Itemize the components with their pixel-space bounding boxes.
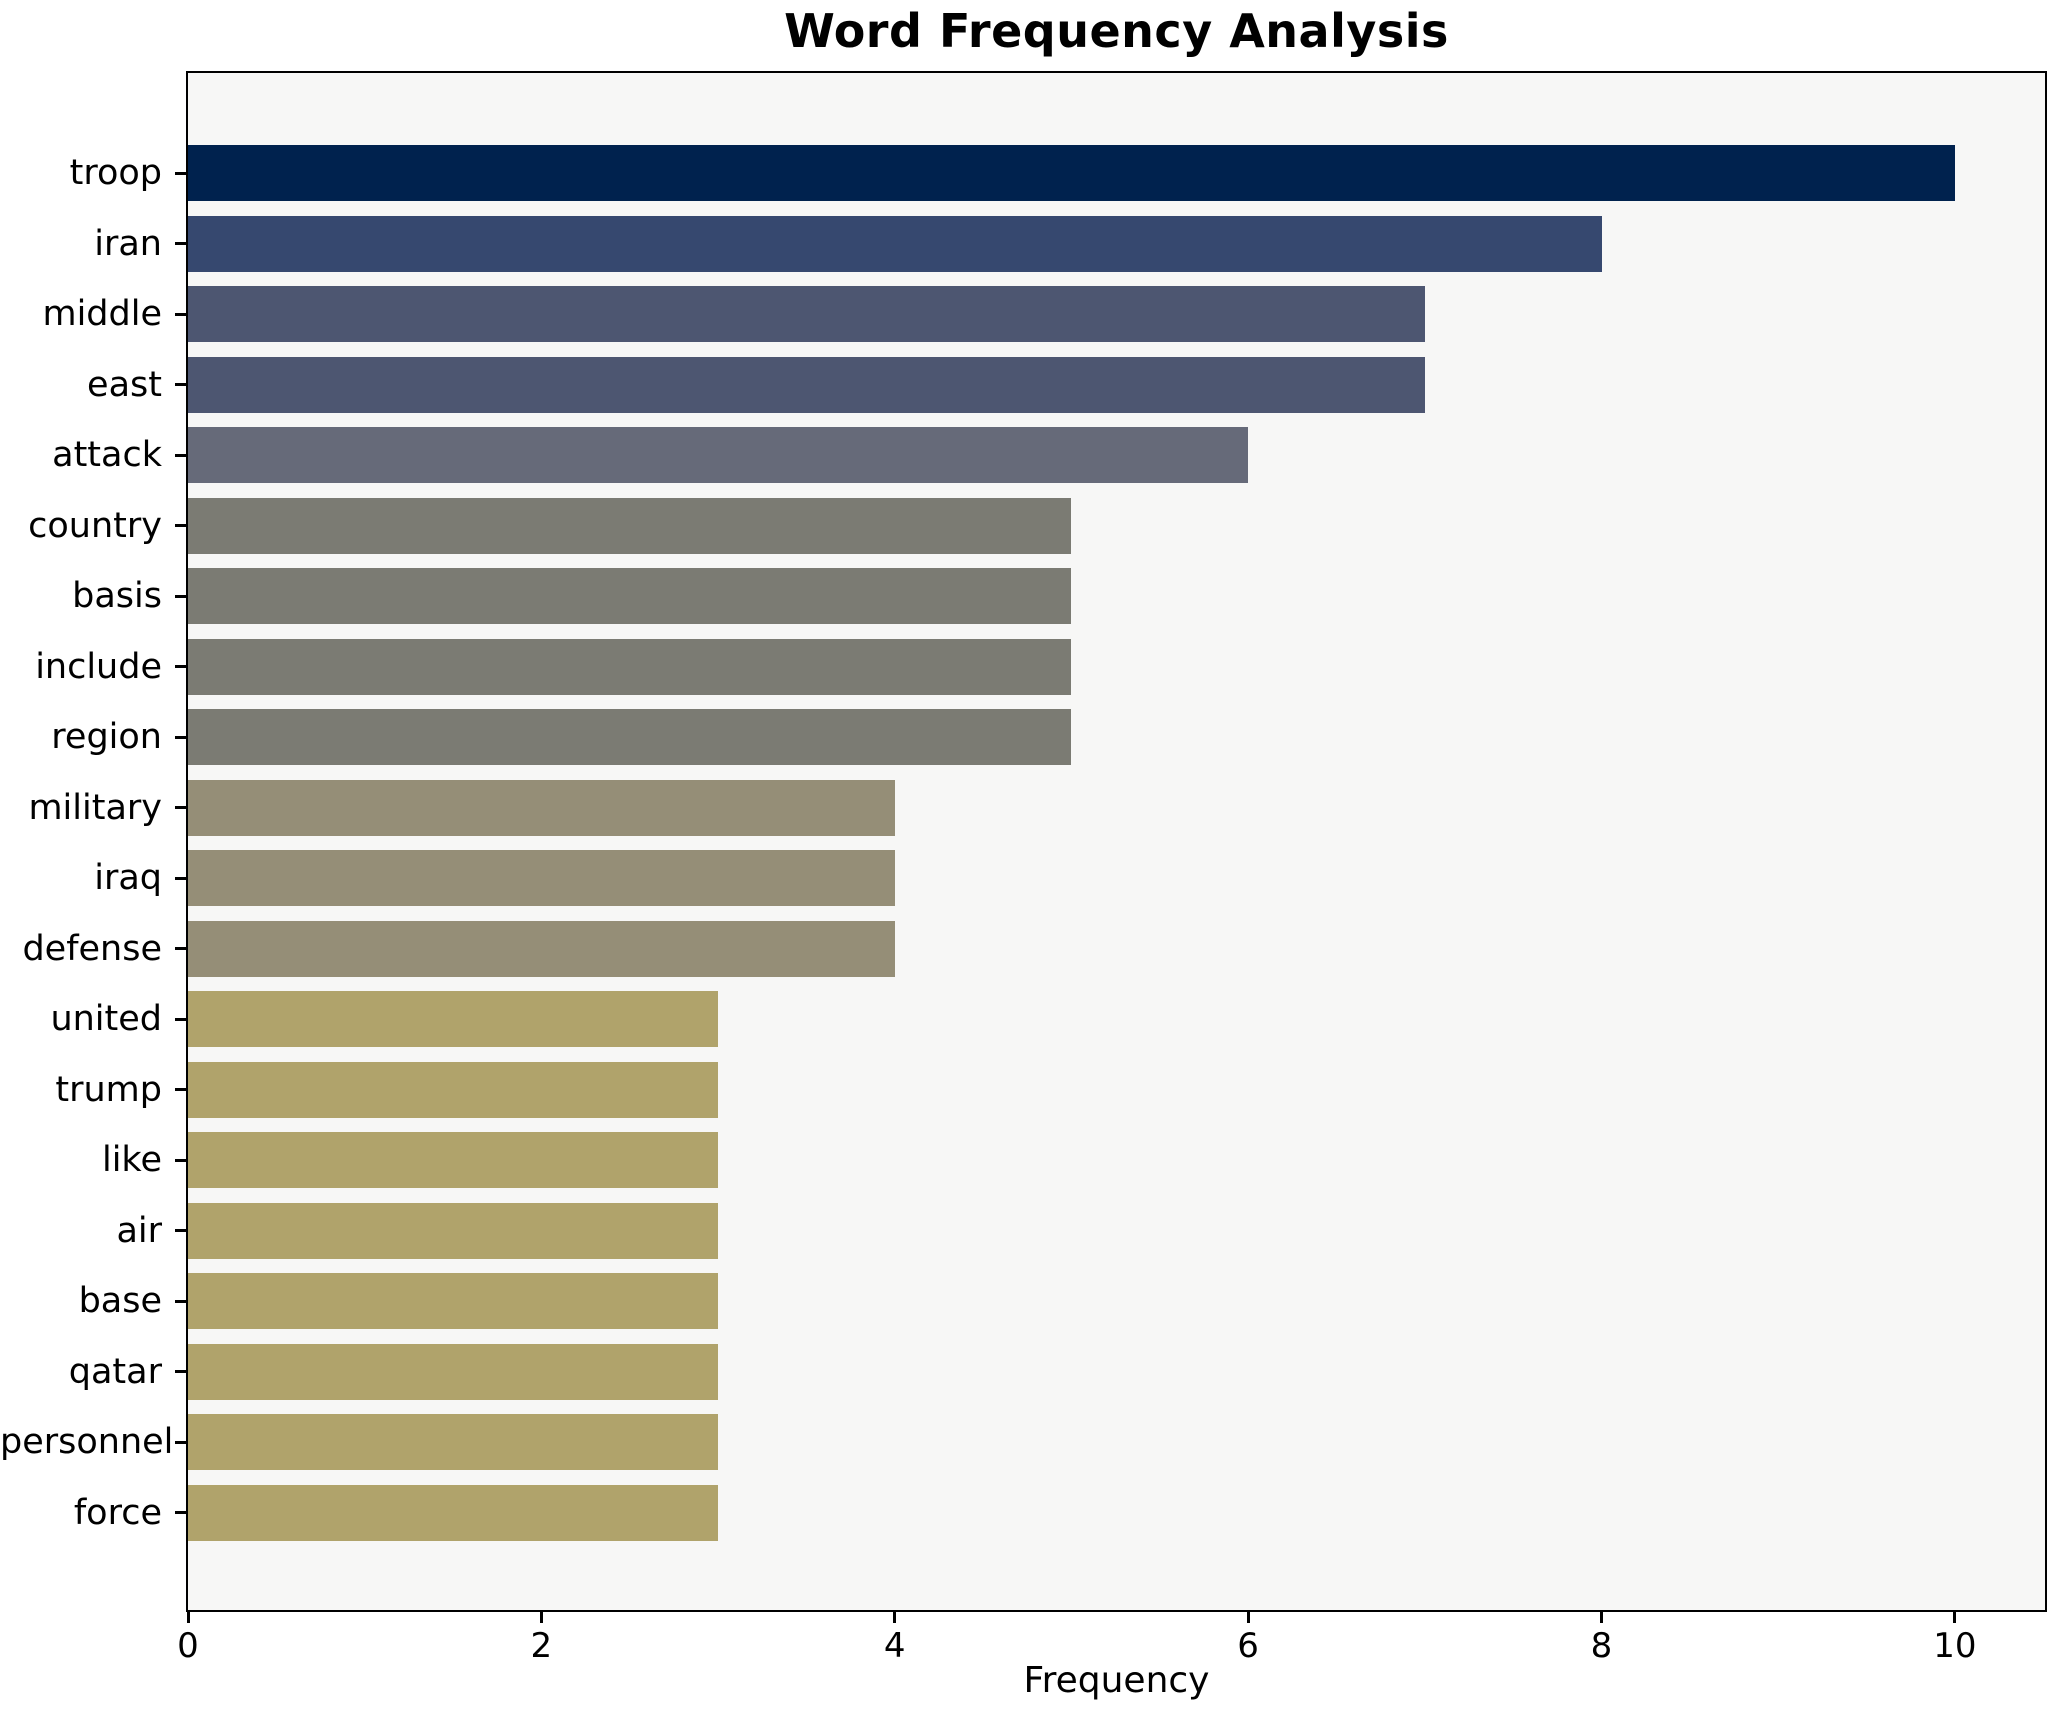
y-tick-label-middle: middle xyxy=(42,294,162,334)
y-tick-label-troop: troop xyxy=(69,153,162,193)
y-tick-mark xyxy=(175,242,186,245)
bar-qatar xyxy=(188,1343,719,1400)
y-tick-mark xyxy=(175,947,186,950)
y-tick-label-personnel: personnel xyxy=(0,1422,174,1462)
y-tick-label-iran: iran xyxy=(94,223,162,264)
y-tick-label-military: military xyxy=(28,787,162,828)
bar-middle xyxy=(188,286,1425,342)
y-tick-label-trump: trump xyxy=(55,1069,162,1110)
y-tick-mark xyxy=(175,1440,186,1444)
y-tick-label-region: region xyxy=(51,717,162,757)
bar-attack xyxy=(188,427,1249,483)
y-tick-mark xyxy=(175,383,186,386)
bar-iran xyxy=(188,215,1602,272)
bar-united xyxy=(188,991,719,1047)
x-tick-label-0: 0 xyxy=(177,1626,199,1666)
y-tick-label-force: force xyxy=(73,1492,162,1533)
bar-force xyxy=(188,1484,719,1541)
x-tick-label-4: 4 xyxy=(883,1626,906,1666)
x-tick-label-8: 8 xyxy=(1590,1626,1613,1666)
bar-like xyxy=(188,1132,719,1188)
y-tick-label-include: include xyxy=(35,646,162,687)
bar-region xyxy=(188,709,1072,765)
y-tick-mark xyxy=(175,665,186,668)
x-tick-mark xyxy=(1953,1612,1957,1623)
y-tick-label-attack: attack xyxy=(52,435,162,475)
bar-base xyxy=(188,1273,719,1329)
bar-country xyxy=(188,497,1072,554)
bar-personnel xyxy=(188,1414,719,1470)
x-axis-label: Frequency xyxy=(1023,1660,1210,1701)
x-tick-mark xyxy=(539,1612,543,1623)
y-tick-mark xyxy=(175,735,186,739)
y-tick-mark xyxy=(175,1511,186,1514)
y-tick-label-defense: defense xyxy=(22,928,162,969)
y-tick-mark xyxy=(175,312,186,316)
x-tick-mark xyxy=(186,1612,190,1623)
bar-military xyxy=(188,779,895,836)
y-tick-mark xyxy=(175,806,186,809)
y-tick-mark xyxy=(175,1017,186,1021)
bar-include xyxy=(188,638,1072,695)
y-tick-label-united: united xyxy=(50,999,162,1039)
x-tick-label-10: 10 xyxy=(1933,1626,1977,1666)
y-tick-label-iraq: iraq xyxy=(94,858,162,898)
bar-iraq xyxy=(188,850,895,906)
y-tick-label-country: country xyxy=(28,505,162,546)
y-tick-mark xyxy=(175,1158,186,1162)
y-tick-mark xyxy=(175,1299,186,1303)
plot-area xyxy=(186,71,2047,1612)
y-tick-mark xyxy=(175,171,186,175)
y-tick-label-air: air xyxy=(116,1210,162,1251)
y-tick-label-base: base xyxy=(78,1281,162,1321)
x-tick-label-6: 6 xyxy=(1237,1626,1259,1666)
y-tick-mark xyxy=(175,594,186,598)
y-tick-label-qatar: qatar xyxy=(68,1351,162,1392)
x-tick-mark xyxy=(893,1612,897,1623)
chart-title: Word Frequency Analysis xyxy=(784,4,1449,58)
y-tick-mark xyxy=(175,453,186,457)
bar-troop xyxy=(188,145,1955,201)
bar-defense xyxy=(188,920,895,977)
bar-east xyxy=(188,356,1425,413)
bar-basis xyxy=(188,568,1072,624)
y-tick-label-east: east xyxy=(87,364,162,405)
y-tick-mark xyxy=(175,1229,186,1232)
y-tick-mark xyxy=(175,876,186,880)
bar-trump xyxy=(188,1061,719,1118)
y-tick-label-like: like xyxy=(101,1140,162,1180)
x-tick-mark xyxy=(1246,1612,1250,1623)
y-tick-label-basis: basis xyxy=(72,576,162,616)
y-tick-mark xyxy=(175,524,186,527)
x-tick-label-2: 2 xyxy=(530,1626,553,1666)
x-tick-mark xyxy=(1600,1612,1603,1623)
y-tick-mark xyxy=(175,1088,186,1091)
bar-air xyxy=(188,1202,719,1259)
y-tick-mark xyxy=(175,1370,186,1373)
